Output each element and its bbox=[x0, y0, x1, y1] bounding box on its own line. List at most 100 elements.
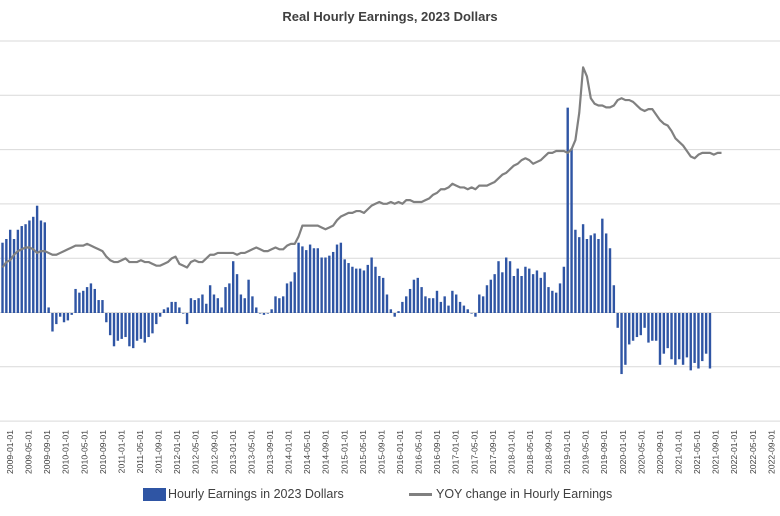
bar bbox=[243, 298, 246, 313]
bar bbox=[478, 294, 481, 313]
bar bbox=[708, 313, 712, 369]
bar bbox=[547, 287, 550, 313]
bar bbox=[624, 313, 627, 365]
x-tick-label: 2021-05-01 bbox=[692, 430, 702, 474]
bar bbox=[704, 313, 708, 354]
bar bbox=[182, 313, 185, 314]
bar bbox=[1, 242, 4, 313]
x-tick-label: 2013-05-01 bbox=[246, 430, 256, 474]
bar bbox=[581, 224, 585, 313]
bar bbox=[451, 290, 454, 313]
x-tick-label: 2018-09-01 bbox=[544, 430, 554, 474]
bar bbox=[55, 313, 58, 325]
bar bbox=[681, 313, 685, 365]
bar bbox=[604, 233, 608, 313]
bar bbox=[28, 220, 31, 313]
legend-label-line: YOY change in Hourly Earnings bbox=[436, 487, 612, 501]
bar bbox=[24, 224, 27, 313]
bar bbox=[443, 296, 446, 313]
x-tick-label: 2020-09-01 bbox=[655, 430, 665, 474]
x-tick-label: 2013-01-01 bbox=[228, 430, 238, 474]
bar bbox=[266, 313, 270, 314]
x-tick-label: 2011-09-01 bbox=[154, 430, 164, 474]
x-tick-label: 2010-05-01 bbox=[79, 430, 89, 474]
bar bbox=[305, 250, 308, 313]
bar bbox=[401, 301, 404, 313]
bar bbox=[701, 313, 704, 362]
x-tick-label: 2011-01-01 bbox=[116, 430, 126, 474]
bar bbox=[516, 268, 519, 313]
bar bbox=[220, 307, 223, 313]
bar bbox=[574, 229, 577, 313]
bar bbox=[520, 276, 523, 313]
bar bbox=[347, 263, 350, 313]
x-tick-label: 2010-01-01 bbox=[61, 430, 71, 474]
bar bbox=[155, 313, 158, 325]
bar bbox=[535, 270, 539, 313]
bar bbox=[205, 303, 208, 313]
x-tick-label: 2015-05-01 bbox=[358, 430, 368, 474]
bar bbox=[628, 313, 631, 345]
bar bbox=[416, 277, 419, 313]
x-tick-label: 2014-01-01 bbox=[284, 430, 294, 474]
bar bbox=[358, 268, 362, 313]
bar bbox=[493, 274, 496, 313]
bar bbox=[339, 242, 343, 313]
bar bbox=[612, 285, 616, 313]
bar bbox=[116, 313, 120, 341]
x-tick-label: 2010-09-01 bbox=[98, 430, 108, 474]
bar bbox=[239, 294, 243, 313]
bar bbox=[20, 226, 23, 313]
bar bbox=[70, 313, 73, 315]
bar bbox=[232, 261, 235, 313]
bar bbox=[258, 313, 262, 314]
bar bbox=[524, 266, 527, 313]
bar bbox=[285, 283, 289, 313]
bar bbox=[466, 309, 469, 313]
bar bbox=[589, 235, 592, 313]
bar bbox=[693, 313, 696, 363]
bar bbox=[270, 309, 273, 313]
bar bbox=[235, 274, 239, 313]
legend: Hourly Earnings in 2023 Dollars YOY chan… bbox=[143, 487, 612, 501]
bar bbox=[497, 261, 500, 313]
bar bbox=[362, 270, 366, 313]
x-tick-label: 2016-01-01 bbox=[395, 430, 405, 474]
x-tick-label: 2017-09-01 bbox=[488, 430, 498, 474]
x-tick-label: 2018-05-01 bbox=[525, 430, 535, 474]
bar bbox=[147, 313, 150, 338]
bar bbox=[47, 307, 50, 313]
bar bbox=[554, 292, 558, 313]
bar bbox=[431, 298, 435, 313]
bar bbox=[331, 251, 335, 313]
bar bbox=[462, 305, 466, 313]
bar bbox=[320, 257, 323, 313]
bar bbox=[343, 259, 346, 313]
legend-swatch-bar bbox=[143, 488, 166, 501]
bar bbox=[151, 313, 154, 334]
x-tick-label: 2021-01-01 bbox=[674, 430, 684, 474]
bar bbox=[654, 313, 658, 341]
bar bbox=[62, 313, 66, 323]
bar bbox=[135, 313, 139, 341]
bar bbox=[635, 313, 639, 338]
bar bbox=[274, 296, 277, 313]
bar bbox=[74, 288, 77, 313]
bar bbox=[212, 294, 216, 313]
chart-title: Real Hourly Earnings, 2023 Dollars bbox=[282, 9, 497, 24]
bar bbox=[489, 279, 493, 313]
yoy-line bbox=[1, 66, 722, 269]
bar bbox=[128, 313, 131, 347]
bar bbox=[89, 283, 93, 313]
bar bbox=[162, 309, 166, 313]
bar bbox=[428, 298, 431, 313]
bar bbox=[593, 233, 596, 313]
line-series bbox=[1, 66, 722, 269]
bar bbox=[158, 313, 162, 317]
bar bbox=[474, 313, 477, 317]
x-tick-label: 2019-09-01 bbox=[599, 430, 609, 474]
bar bbox=[174, 301, 177, 313]
bar bbox=[93, 288, 96, 313]
bar bbox=[397, 311, 400, 313]
bar bbox=[335, 244, 339, 313]
